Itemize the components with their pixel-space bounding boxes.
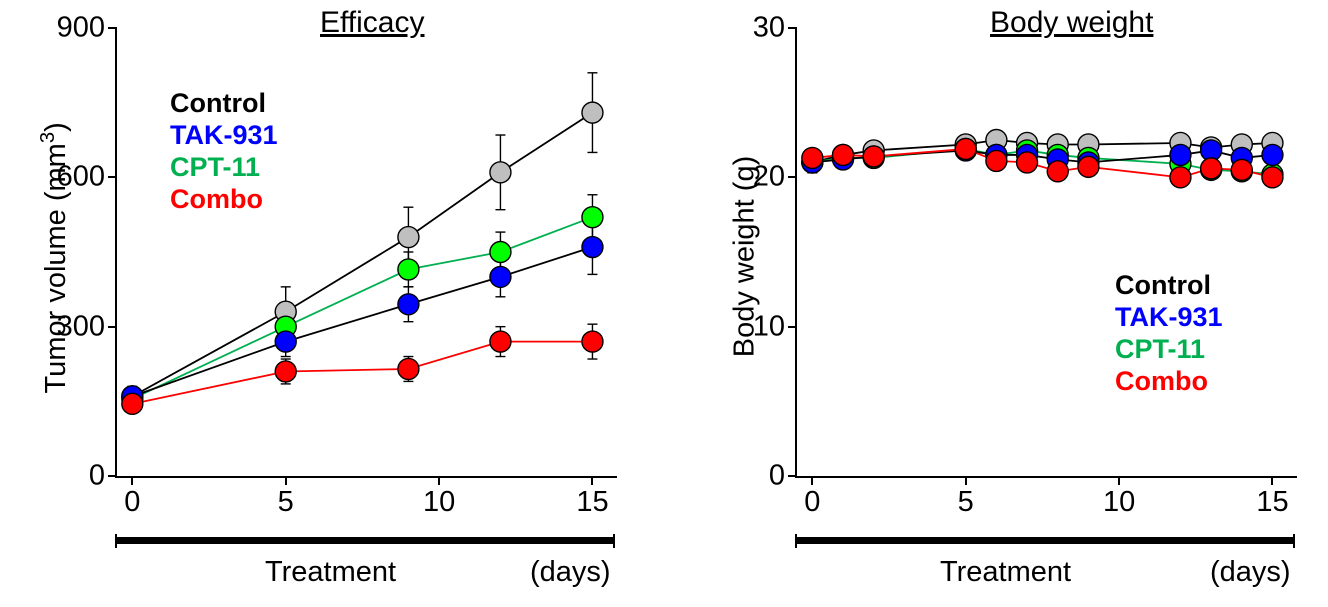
legend-tak: TAK-931: [170, 120, 278, 152]
efficacy-xlabel-unit: (days): [530, 556, 611, 589]
legend-cpt: CPT-11: [170, 152, 278, 184]
legend-combo: Combo: [1115, 366, 1223, 398]
bodyweight-panel: Body weight 0102030051015 Body weight (g…: [690, 0, 1328, 607]
efficacy-legend: Control TAK-931 CPT-11 Combo: [170, 88, 278, 215]
legend-control: Control: [1115, 270, 1223, 302]
legend-combo: Combo: [170, 184, 278, 216]
efficacy-treatment-bar: [115, 537, 615, 544]
bodyweight-treatment-bar: [795, 537, 1295, 544]
bodyweight-svg: [797, 28, 1297, 476]
legend-tak: TAK-931: [1115, 302, 1223, 334]
bodyweight-xlabel: Treatment: [940, 556, 1071, 589]
legend-cpt: CPT-11: [1115, 334, 1223, 366]
legend-control: Control: [170, 88, 278, 120]
bodyweight-plot-area: 0102030051015: [795, 28, 1297, 478]
efficacy-xlabel: Treatment: [265, 556, 396, 589]
bodyweight-ylabel: Body weight (g): [729, 127, 762, 387]
bodyweight-xlabel-unit: (days): [1210, 556, 1291, 589]
efficacy-ylabel: Tumor volume (mm3): [37, 108, 73, 408]
efficacy-panel: Efficacy 0300600900051015 Tumor volume (…: [0, 0, 664, 607]
bodyweight-legend: Control TAK-931 CPT-11 Combo: [1115, 270, 1223, 397]
